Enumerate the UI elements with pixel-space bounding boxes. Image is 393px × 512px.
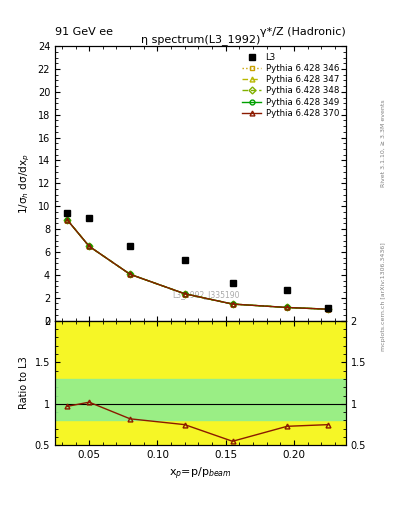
Text: L3_1992_I335190: L3_1992_I335190 [173, 290, 240, 298]
X-axis label: x$_p$=p/p$_{beam}$: x$_p$=p/p$_{beam}$ [169, 466, 232, 482]
Text: Rivet 3.1.10, ≥ 3.3M events: Rivet 3.1.10, ≥ 3.3M events [381, 99, 386, 187]
Legend: L3, Pythia 6.428 346, Pythia 6.428 347, Pythia 6.428 348, Pythia 6.428 349, Pyth: L3, Pythia 6.428 346, Pythia 6.428 347, … [240, 50, 342, 120]
Y-axis label: 1/σ$_h$ dσ/dx$_p$: 1/σ$_h$ dσ/dx$_p$ [18, 153, 32, 214]
Text: mcplots.cern.ch [arXiv:1306.3436]: mcplots.cern.ch [arXiv:1306.3436] [381, 243, 386, 351]
Title: η spectrum(L3_1992): η spectrum(L3_1992) [141, 34, 260, 45]
Y-axis label: Ratio to L3: Ratio to L3 [19, 357, 29, 410]
Text: γ*/Z (Hadronic): γ*/Z (Hadronic) [260, 27, 346, 37]
Text: 91 GeV ee: 91 GeV ee [55, 27, 113, 37]
Bar [55, 379, 346, 420]
